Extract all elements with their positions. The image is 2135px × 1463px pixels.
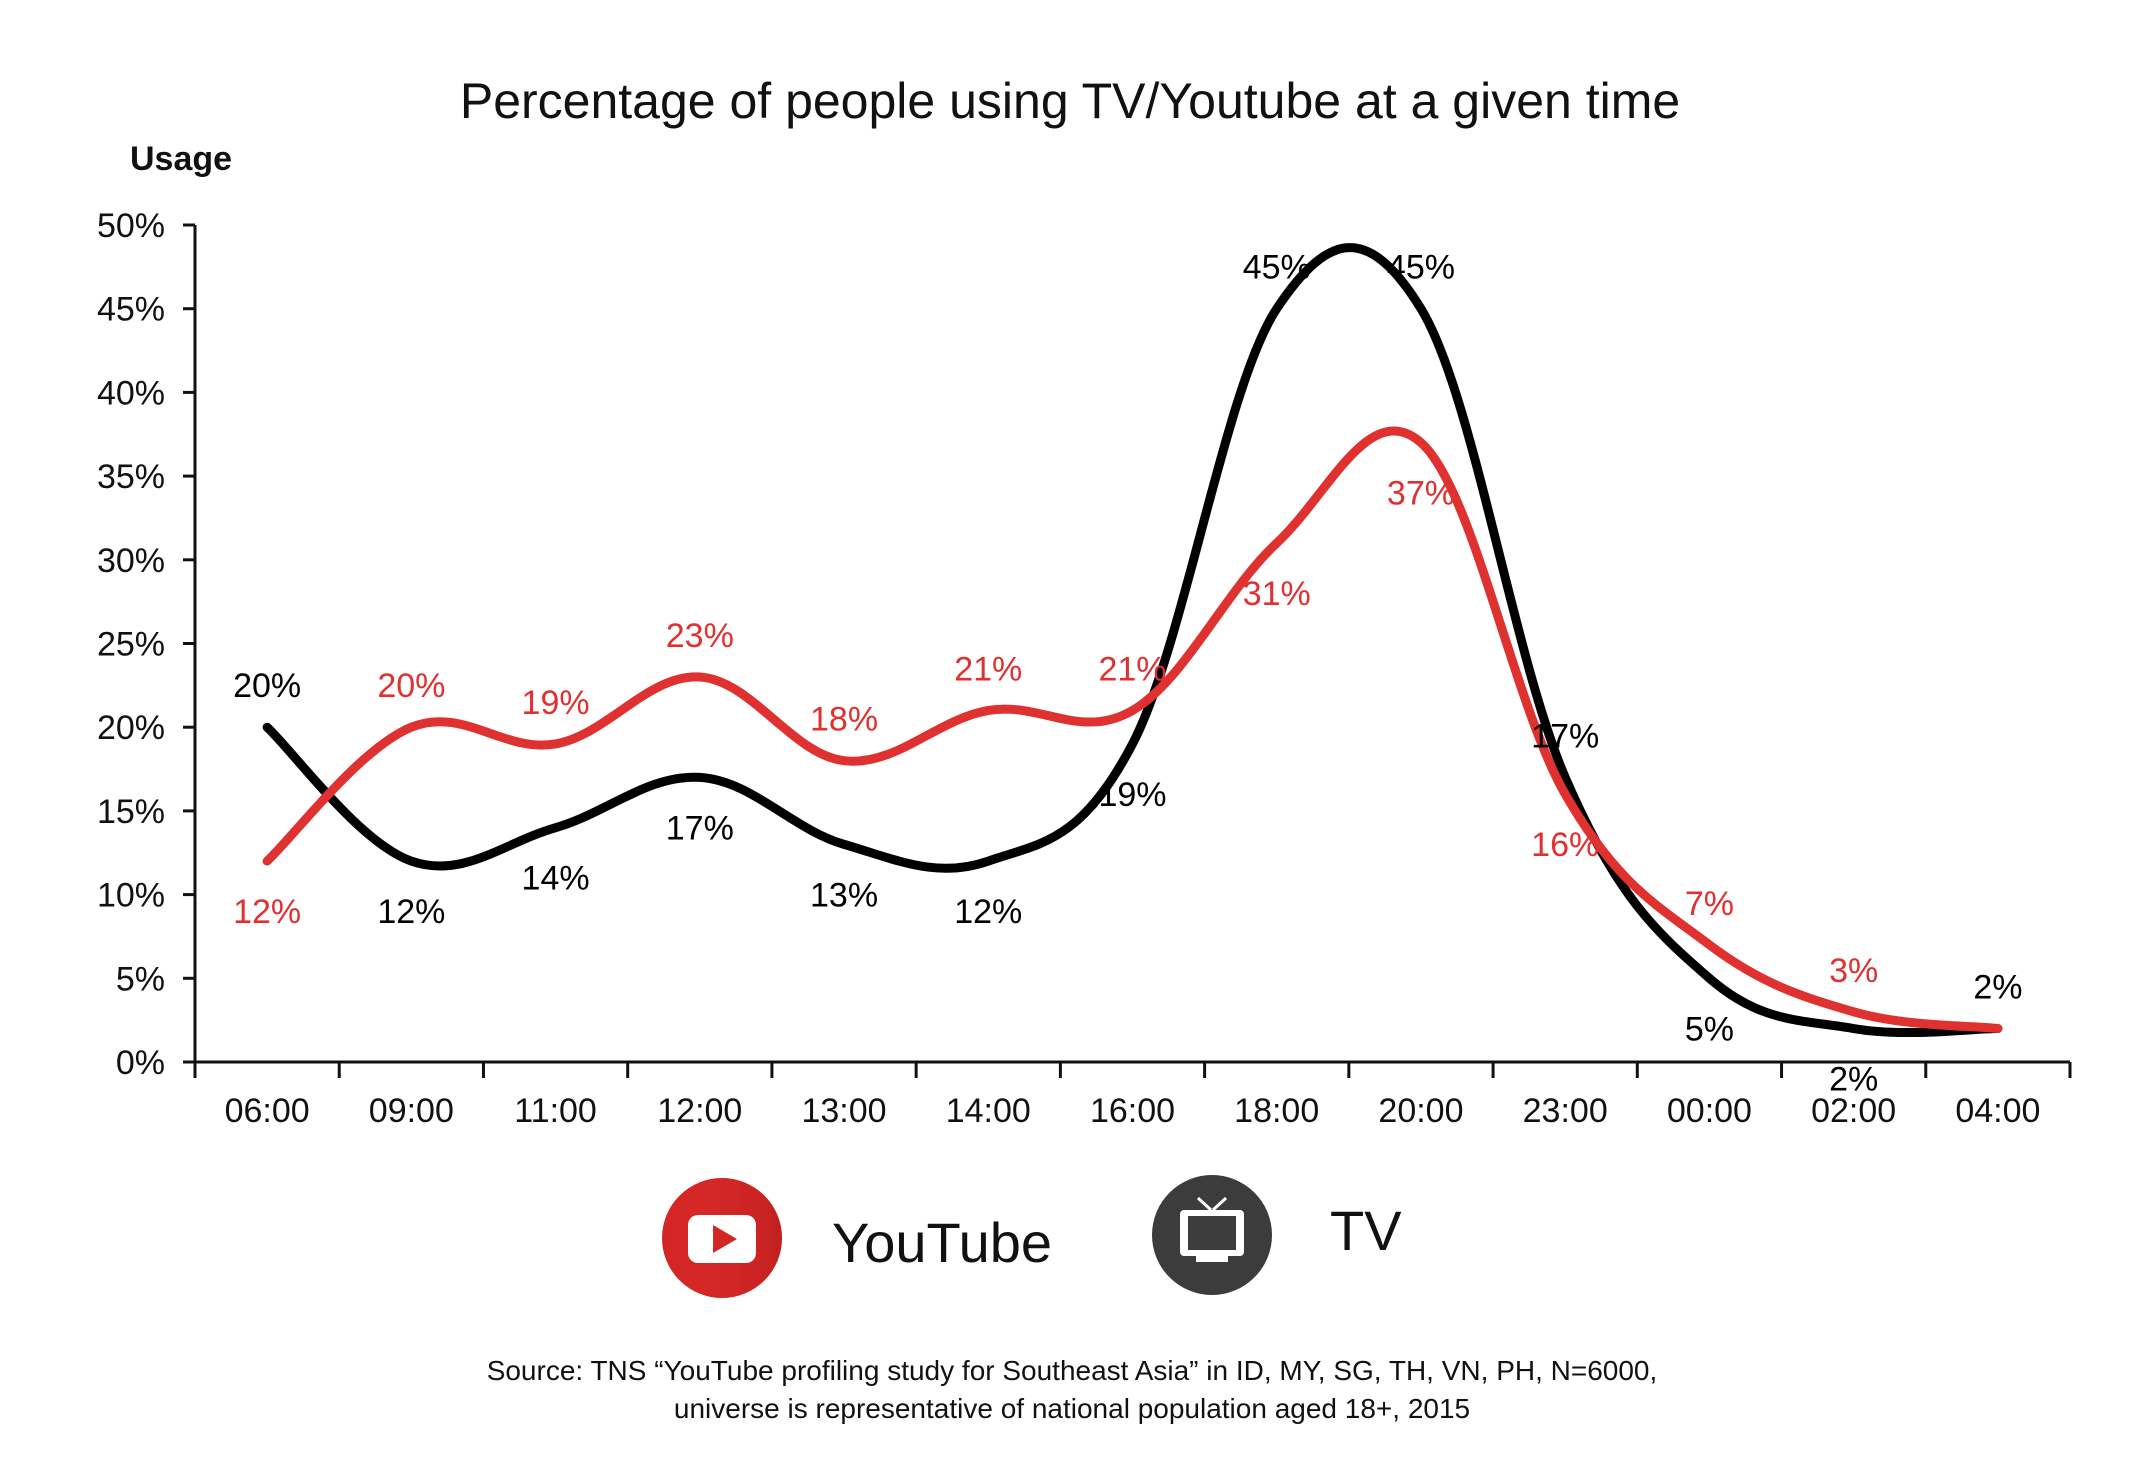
data-label-tv: 17% <box>666 809 734 847</box>
series-lines <box>262 243 2003 1038</box>
y-tick-label: 5% <box>116 960 165 998</box>
data-label-youtube: 37% <box>1387 475 1455 513</box>
data-label-tv: 13% <box>810 876 878 914</box>
x-tick-label: 04:00 <box>1955 1092 2040 1130</box>
data-label-youtube: 21% <box>954 650 1022 688</box>
x-tick-label: 11:00 <box>514 1092 597 1130</box>
y-tick-label: 15% <box>97 793 165 831</box>
youtube-legend-label: YouTube <box>832 1211 1052 1274</box>
data-label-tv: 12% <box>954 893 1022 931</box>
data-label-tv: 45% <box>1387 249 1455 287</box>
data-label-tv: 45% <box>1243 249 1311 287</box>
x-tick-label: 14:00 <box>946 1092 1031 1130</box>
x-tick-label: 20:00 <box>1378 1092 1463 1130</box>
x-tick-label: 02:00 <box>1811 1092 1896 1130</box>
y-tick-label: 40% <box>97 374 165 412</box>
y-tick-label: 35% <box>97 458 165 496</box>
y-tick-label: 10% <box>97 877 165 915</box>
x-tick-label: 00:00 <box>1667 1092 1752 1130</box>
data-label-youtube: 20% <box>377 667 445 705</box>
y-tick-label: 0% <box>116 1044 165 1082</box>
y-tick-label: 50% <box>97 207 165 245</box>
series-line-youtube <box>262 426 2003 1034</box>
x-tick-label: 13:00 <box>801 1092 886 1130</box>
y-tick-label: 30% <box>97 542 165 580</box>
data-label-youtube: 18% <box>810 701 878 739</box>
source-line-1: Source: TNS “YouTube profiling study for… <box>487 1355 1658 1386</box>
data-label-tv: 2% <box>1973 969 2022 1007</box>
data-label-youtube: 31% <box>1243 575 1311 613</box>
series-line-tv <box>262 243 2003 1038</box>
tv-legend-icon <box>1152 1175 1272 1295</box>
data-label-youtube: 12% <box>233 893 301 931</box>
data-label-tv: 20% <box>233 667 301 705</box>
data-label-tv: 12% <box>377 893 445 931</box>
axes <box>183 223 2072 1078</box>
chart-title: Percentage of people using TV/Youtube at… <box>460 73 1680 129</box>
legend: YouTube TV <box>662 1175 1402 1298</box>
x-tick-label: 12:00 <box>657 1092 742 1130</box>
x-tick-label: 18:00 <box>1234 1092 1319 1130</box>
data-label-tv: 14% <box>522 860 590 898</box>
y-tick-label: 20% <box>97 709 165 747</box>
data-label-youtube: 19% <box>522 684 590 722</box>
x-tick-label: 16:00 <box>1090 1092 1175 1130</box>
y-tick-label: 25% <box>97 626 165 664</box>
youtube-legend-icon <box>662 1178 782 1298</box>
data-label-youtube: 21% <box>1098 650 1166 688</box>
y-tick-label: 45% <box>97 291 165 329</box>
data-labels: 12% 20% 19% 23% 18% 21% 21% 31% 37% 16% 7% 3% 20% 12%… <box>233 249 2022 1099</box>
data-label-tv: 17% <box>1531 717 1599 755</box>
data-label-tv: 2% <box>1829 1061 1878 1099</box>
data-label-tv: 5% <box>1685 1010 1734 1048</box>
data-label-tv: 19% <box>1098 776 1166 814</box>
data-label-youtube: 3% <box>1829 952 1878 990</box>
data-label-youtube: 7% <box>1685 885 1734 923</box>
source-line-2: universe is representative of national p… <box>674 1393 1470 1424</box>
tv-legend-label: TV <box>1330 1199 1402 1262</box>
y-axis-label: Usage <box>130 140 232 178</box>
tick-labels: 0% 5% 10% 15% 20% 25% 30% 35% 40% 45% 50% 06:00 09:0… <box>97 207 2040 1130</box>
x-tick-label: 23:00 <box>1523 1092 1608 1130</box>
x-tick-label: 06:00 <box>225 1092 310 1130</box>
data-label-youtube: 23% <box>666 617 734 655</box>
data-label-youtube: 16% <box>1531 826 1599 864</box>
x-tick-label: 09:00 <box>369 1092 454 1130</box>
